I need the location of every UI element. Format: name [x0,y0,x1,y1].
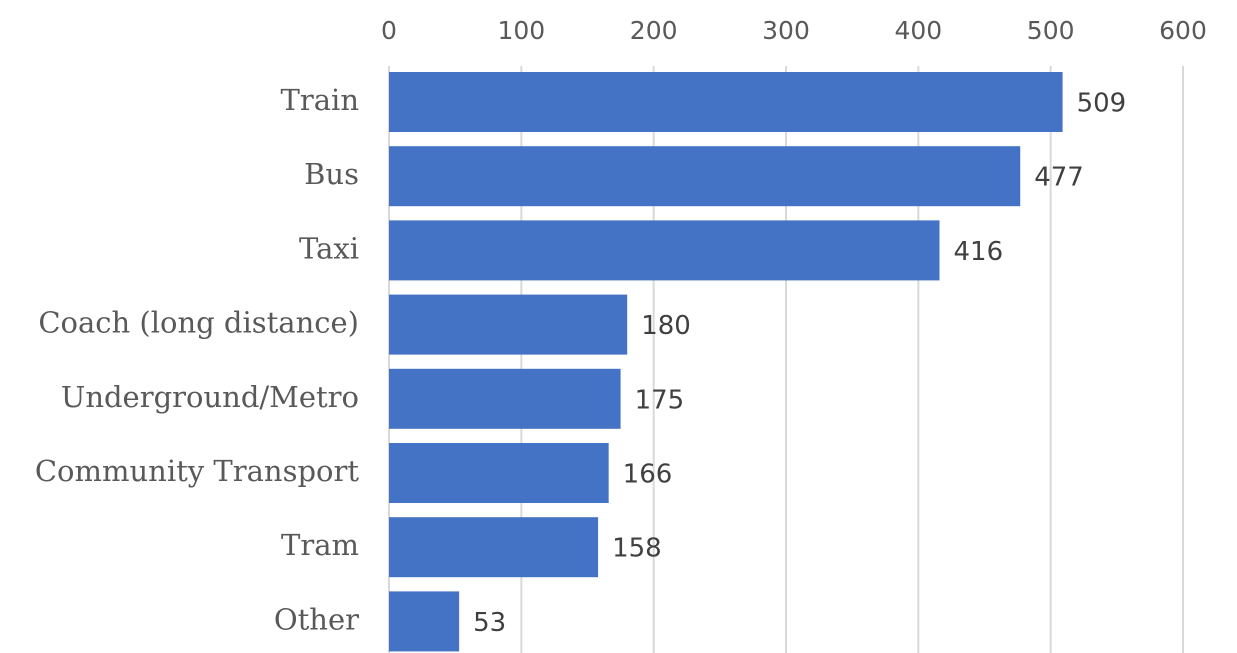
data-label: 158 [612,534,662,564]
x-tick-label: 200 [630,16,678,45]
category-label: Bus [304,157,359,191]
x-tick-label: 400 [894,16,942,45]
bar [389,443,609,503]
bar [389,294,628,355]
x-tick-label: 0 [381,16,397,45]
bar [389,146,1021,207]
data-label: 180 [641,311,691,341]
category-label: Tram [281,528,359,562]
bar [389,220,940,281]
x-tick-label: 500 [1027,16,1075,45]
data-label: 416 [954,237,1004,267]
bars [389,72,1063,652]
category-label: Other [274,602,359,636]
category-label: Taxi [299,231,359,265]
x-tick-label: 600 [1159,16,1207,45]
data-labels: 509 477 416 180 175 166 158 53 [473,89,1126,638]
data-label: 175 [635,385,685,415]
bar [389,368,621,429]
category-label: Coach (long distance) [38,306,359,340]
category-label: Train [281,83,359,117]
bar [389,517,599,578]
data-label: 509 [1077,89,1127,119]
bar [389,72,1063,132]
data-label: 477 [1034,163,1084,193]
category-label: Community Transport [35,454,359,488]
x-tick-label: 300 [762,16,810,45]
category-label: Underground/Metro [61,380,359,414]
x-axis-ticks: 0 100 200 300 400 500 600 [381,16,1207,45]
x-tick-label: 100 [497,16,545,45]
data-label: 166 [623,460,673,490]
bar [389,591,460,652]
category-labels: Train Bus Taxi Coach (long distance) Undergr… [35,83,359,636]
data-label: 53 [473,608,506,638]
